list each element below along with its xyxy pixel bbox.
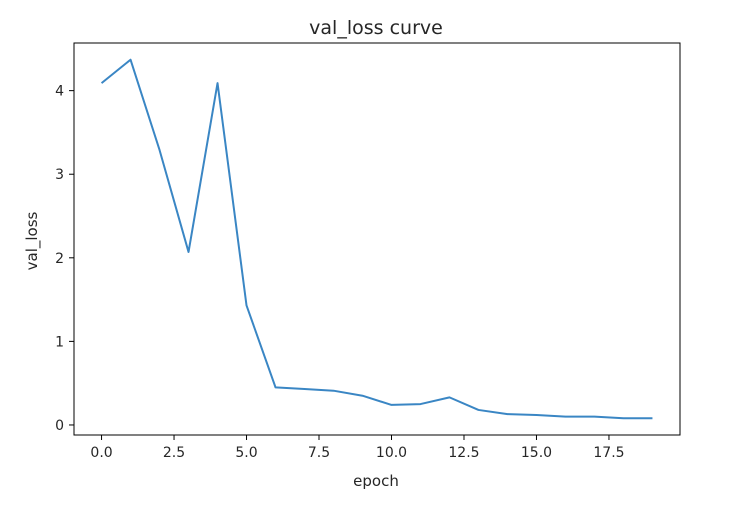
x-axis-label: epoch: [353, 472, 399, 490]
x-tick-label: 5.0: [235, 445, 257, 461]
x-tick-label: 12.5: [448, 445, 479, 461]
x-tick-label: 17.5: [593, 445, 624, 461]
x-tick-label: 10.0: [376, 445, 407, 461]
x-axis: 0.0 2.5 5.0 7.5 10.0 12.5 15.0 17.5: [90, 435, 625, 461]
plot-area-frame: [73, 42, 681, 436]
y-tick-label: 1: [55, 334, 64, 350]
y-tick-label: 0: [55, 418, 64, 434]
x-tick-label: 7.5: [308, 445, 330, 461]
y-axis: 0 1 2 3 4: [55, 84, 74, 434]
x-tick-label: 2.5: [163, 445, 185, 461]
y-tick-label: 4: [55, 84, 64, 100]
chart-title: val_loss curve: [309, 17, 443, 39]
y-tick-label: 3: [55, 167, 64, 183]
series-layer: [100, 58, 653, 420]
y-tick-label: 2: [55, 251, 64, 267]
x-tick-label: 15.0: [521, 445, 552, 461]
series-line-0: [100, 58, 653, 420]
x-tick-label: 0.0: [90, 445, 112, 461]
y-axis-label: val_loss: [23, 211, 42, 270]
